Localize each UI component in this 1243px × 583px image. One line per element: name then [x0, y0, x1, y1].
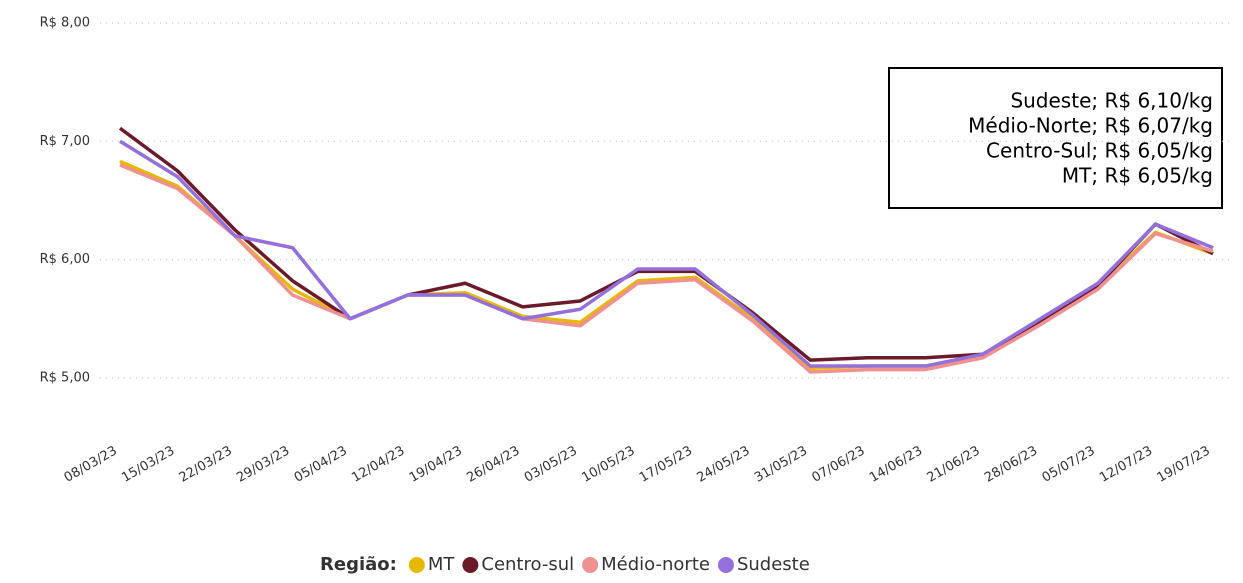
- x-tick-label: 14/06/23: [867, 444, 925, 486]
- x-tick-label: 22/03/23: [177, 444, 235, 486]
- line: [118, 126, 1214, 362]
- y-tick-label: R$ 7,00: [40, 134, 90, 149]
- legend-title: Região:: [320, 554, 397, 575]
- x-tick-label: 24/05/23: [694, 444, 752, 486]
- x-tick-label: 19/07/23: [1155, 444, 1213, 486]
- x-tick-label: 07/06/23: [810, 444, 868, 486]
- x-tick-label: 26/04/23: [464, 444, 522, 486]
- x-tick-label: 28/06/23: [982, 444, 1040, 486]
- legend-label: MT: [428, 554, 456, 575]
- x-tick-label: 12/04/23: [349, 444, 407, 486]
- x-tick-label: 19/04/23: [407, 444, 465, 486]
- annotation-box: [888, 67, 1223, 209]
- legend-label: Sudeste: [737, 554, 810, 575]
- x-tick-label: 03/05/23: [522, 444, 580, 486]
- x-tick-label: 05/07/23: [1040, 444, 1098, 486]
- legend-label: Centro-sul: [481, 554, 574, 575]
- x-tick-label: 29/03/23: [234, 444, 292, 486]
- y-tick-label: R$ 8,00: [40, 16, 90, 31]
- line: [119, 139, 1214, 368]
- x-tick-label: 12/07/23: [1097, 444, 1155, 486]
- legend-marker: [408, 557, 425, 573]
- annotation-text: Centro-Sul; R$ 6,05/kg: [986, 139, 1213, 163]
- line: [119, 163, 1214, 374]
- x-tick-label: 05/04/23: [292, 444, 350, 486]
- x-tick-label: 31/05/23: [752, 444, 810, 486]
- x-tick-label: 17/05/23: [637, 444, 695, 486]
- legend-label: Médio-norte: [601, 554, 710, 575]
- annotation-text: Sudeste; R$ 6,10/kg: [1010, 89, 1213, 113]
- x-tick-label: 08/03/23: [62, 444, 120, 486]
- y-tick-label: R$ 6,00: [40, 252, 90, 267]
- legend-marker: [582, 557, 599, 573]
- x-tick-label: 10/05/23: [579, 444, 637, 486]
- x-tick-label: 21/06/23: [925, 444, 983, 486]
- y-tick-label: R$ 5,00: [40, 370, 90, 385]
- annotation-text: Médio-Norte; R$ 6,07/kg: [968, 114, 1213, 138]
- x-tick-label: 15/03/23: [119, 444, 177, 486]
- legend-marker: [462, 557, 479, 573]
- legend-marker: [717, 557, 734, 573]
- annotation-text: MT; R$ 6,05/kg: [1062, 164, 1213, 188]
